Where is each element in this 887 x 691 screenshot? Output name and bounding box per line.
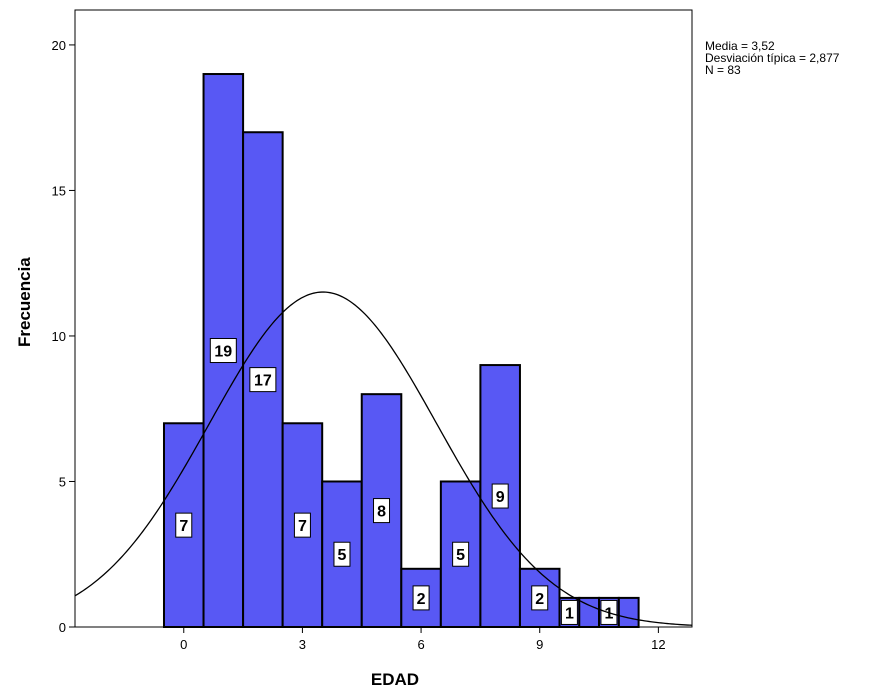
y-tick-label: 20 [52, 38, 66, 53]
bar-label: 5 [456, 547, 465, 564]
plot-frame [74, 9, 693, 628]
bar-label: 1 [604, 605, 613, 622]
bar-label-box [452, 541, 470, 567]
x-axis: 0 3 6 9 12 [180, 627, 666, 652]
bar-label: 2 [417, 591, 426, 608]
y-tick-label: 5 [59, 474, 66, 489]
bar-label-box [560, 599, 578, 625]
bar-label: 7 [179, 518, 188, 535]
y-tick-label: 0 [59, 620, 66, 635]
bar-label-box [249, 367, 277, 393]
y-axis: 0 5 10 15 20 [52, 38, 75, 635]
sd-text: Desviación típica = 2,877 [705, 51, 840, 65]
bar-label-box [175, 512, 193, 538]
mean-text: Media = 3,52 [705, 39, 775, 53]
bar-label: 9 [496, 489, 505, 506]
bar-label: 7 [298, 518, 307, 535]
x-tick-label: 3 [299, 637, 306, 652]
histogram-bar [617, 596, 640, 629]
bar-label-box [333, 541, 351, 567]
bar-label: 19 [214, 344, 232, 361]
bar-label-box [373, 498, 391, 524]
bar-label-box [531, 585, 549, 611]
bar-label-box [209, 338, 237, 364]
normal-curve [74, 291, 693, 626]
bar-label: 1 [565, 605, 574, 622]
histogram-bar [439, 480, 482, 629]
n-text: N = 83 [705, 63, 741, 77]
stats-box: Media = 3,52 Desviación típica = 2,877 N… [705, 40, 839, 76]
y-tick-label: 15 [52, 183, 66, 198]
y-tick-label: 10 [52, 329, 66, 344]
x-tick-label: 9 [536, 637, 543, 652]
y-axis-label: Frecuencia [15, 257, 34, 347]
bar-label: 5 [338, 547, 347, 564]
bar-labels: 7 19 17 7 5 8 2 5 9 2 1 1 [175, 338, 618, 625]
bar-label-box [412, 585, 430, 611]
bar-label: 17 [254, 373, 272, 390]
x-tick-label: 12 [651, 637, 665, 652]
x-tick-label: 0 [180, 637, 187, 652]
bar-label: 2 [535, 591, 544, 608]
x-tick-label: 6 [417, 637, 424, 652]
bar-label: 8 [377, 504, 386, 521]
x-axis-label: EDAD [370, 670, 420, 689]
bar-label-box [293, 512, 311, 538]
bar-label-box [491, 483, 509, 509]
